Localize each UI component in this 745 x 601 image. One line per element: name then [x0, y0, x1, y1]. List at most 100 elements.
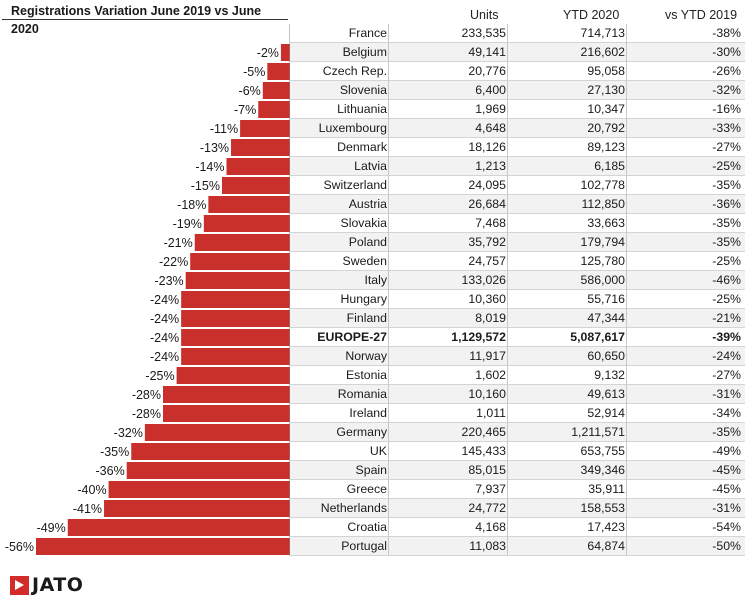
ytd-2020-cell: 95,058	[587, 64, 625, 78]
country-cell: Denmark	[337, 140, 387, 154]
table-row: Luxembourg 4,648 20,792 -33%	[290, 119, 745, 138]
units-cell: 10,160	[468, 387, 506, 401]
units-cell: 6,400	[475, 83, 506, 97]
country-cell: Netherlands	[320, 501, 387, 515]
country-cell: Hungary	[340, 292, 387, 306]
table-row: Netherlands 24,772 158,553 -31%	[290, 499, 745, 518]
ytd-2020-cell: 216,602	[580, 45, 625, 59]
country-cell: Croatia	[347, 520, 387, 534]
bar-value-label: -21%	[164, 236, 193, 250]
bar-value-label: -24%	[150, 331, 179, 345]
vs-ytd-2019-cell: -31%	[712, 501, 741, 515]
vs-ytd-2019-cell: -25%	[712, 159, 741, 173]
bar-value-label: -19%	[173, 217, 202, 231]
vs-ytd-2019-cell: -45%	[712, 482, 741, 496]
bar	[131, 443, 290, 460]
header-units: Units	[470, 8, 499, 22]
bar	[126, 462, 290, 479]
table-row: France 233,535 714,713 -38%	[290, 24, 745, 43]
table-row: Germany 220,465 1,211,571 -35%	[290, 423, 745, 442]
units-cell: 24,772	[468, 501, 506, 515]
vs-ytd-2019-cell: -24%	[712, 349, 741, 363]
header-ytd-2020: YTD 2020	[563, 8, 620, 22]
table-row: Romania 10,160 49,613 -31%	[290, 385, 745, 404]
vs-ytd-2019-cell: -35%	[712, 235, 741, 249]
units-cell: 11,917	[469, 349, 506, 363]
country-cell: Germany	[336, 425, 387, 439]
country-cell: Luxembourg	[318, 121, 387, 135]
ytd-2020-cell: 52,914	[587, 406, 625, 420]
bar	[221, 177, 290, 194]
bar	[203, 215, 290, 232]
table-row: Czech Rep. 20,776 95,058 -26%	[290, 62, 745, 81]
vs-ytd-2019-cell: -25%	[712, 292, 741, 306]
bar-value-label: -24%	[150, 350, 179, 364]
units-cell: 1,129,572	[451, 330, 506, 344]
ytd-2020-cell: 158,553	[580, 501, 625, 515]
bar	[181, 310, 290, 327]
country-cell: Greece	[346, 482, 387, 496]
bar	[181, 348, 290, 365]
table-row: Spain 85,015 349,346 -45%	[290, 461, 745, 480]
units-cell: 10,360	[468, 292, 506, 306]
table-row: Latvia 1,213 6,185 -25%	[290, 157, 745, 176]
bar	[185, 272, 290, 289]
ytd-2020-cell: 6,185	[594, 159, 625, 173]
table-row: Ireland 1,011 52,914 -34%	[290, 404, 745, 423]
country-cell: Austria	[348, 197, 387, 211]
bar-value-label: -36%	[96, 464, 125, 478]
units-cell: 4,648	[475, 121, 506, 135]
country-cell: Portugal	[341, 539, 387, 553]
ytd-2020-cell: 35,911	[588, 482, 625, 496]
table-row: Poland 35,792 179,794 -35%	[290, 233, 745, 252]
ytd-2020-cell: 586,000	[580, 273, 625, 287]
vs-ytd-2019-cell: -35%	[712, 425, 741, 439]
column-divider	[388, 24, 389, 556]
vs-ytd-2019-cell: -50%	[712, 539, 741, 553]
bar-value-label: -13%	[200, 141, 229, 155]
units-cell: 35,792	[468, 235, 506, 249]
ytd-2020-cell: 349,346	[580, 463, 625, 477]
units-cell: 49,141	[468, 45, 506, 59]
units-cell: 85,015	[468, 463, 506, 477]
vs-ytd-2019-cell: -32%	[712, 83, 741, 97]
bar-value-label: -14%	[195, 160, 224, 174]
bar	[267, 63, 290, 80]
units-cell: 7,937	[475, 482, 506, 496]
table-row: Lithuania 1,969 10,347 -16%	[290, 100, 745, 119]
vs-ytd-2019-cell: -45%	[712, 463, 741, 477]
bar-value-label: -22%	[159, 255, 188, 269]
bar	[176, 367, 290, 384]
bar-value-label: -23%	[154, 274, 183, 288]
ytd-2020-cell: 89,123	[587, 140, 625, 154]
country-cell: Czech Rep.	[322, 64, 387, 78]
bar-value-label: -2%	[257, 46, 279, 60]
chart-title: Registrations Variation June 2019 vs Jun…	[2, 2, 288, 36]
vs-ytd-2019-cell: -36%	[712, 197, 741, 211]
units-cell: 18,126	[468, 140, 506, 154]
vs-ytd-2019-cell: -27%	[712, 368, 741, 382]
bar	[108, 481, 290, 498]
bar-value-label: -56%	[5, 540, 34, 554]
vs-ytd-2019-cell: -16%	[712, 102, 741, 116]
country-cell: France	[348, 26, 387, 40]
table-row: Slovenia 6,400 27,130 -32%	[290, 81, 745, 100]
ytd-2020-cell: 112,850	[581, 197, 625, 211]
units-cell: 8,019	[475, 311, 506, 325]
vs-ytd-2019-cell: -27%	[712, 140, 741, 154]
bar	[258, 101, 290, 118]
ytd-2020-cell: 27,130	[587, 83, 625, 97]
units-cell: 26,684	[468, 197, 506, 211]
bar	[194, 234, 290, 251]
ytd-2020-cell: 714,713	[580, 26, 625, 40]
vs-ytd-2019-cell: -49%	[712, 444, 741, 458]
vs-ytd-2019-cell: -33%	[712, 121, 741, 135]
ytd-2020-cell: 653,755	[580, 444, 625, 458]
country-cell: Romania	[337, 387, 387, 401]
vs-ytd-2019-cell: -35%	[712, 216, 741, 230]
table-row: Denmark 18,126 89,123 -27%	[290, 138, 745, 157]
bar-value-label: -32%	[114, 426, 143, 440]
header-vs-ytd-2019: vs YTD 2019	[665, 8, 738, 22]
bar-value-label: -40%	[77, 483, 106, 497]
country-cell: UK	[369, 444, 387, 458]
